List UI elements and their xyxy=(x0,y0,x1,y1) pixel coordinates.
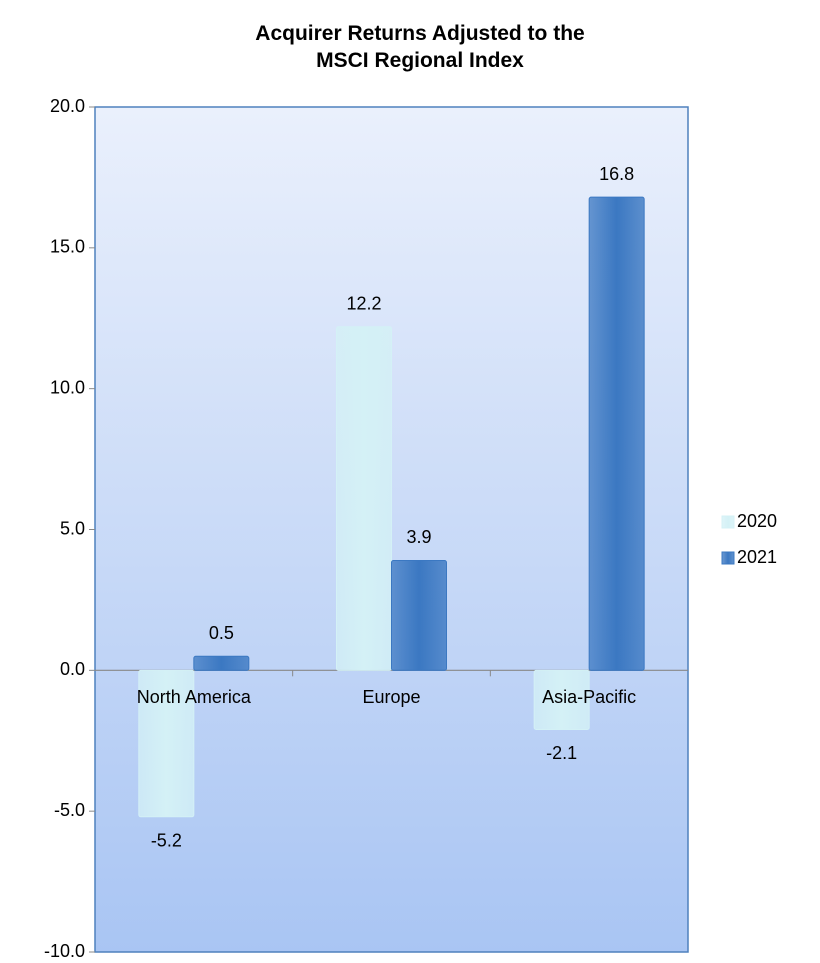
chart-title: Acquirer Returns Adjusted to the MSCI Re… xyxy=(255,22,585,72)
y-tick-label: 10.0 xyxy=(50,377,85,397)
y-tick-label: 0.0 xyxy=(60,659,85,679)
legend-swatch xyxy=(721,551,735,565)
legend-label: 2021 xyxy=(737,547,777,567)
y-tick-label: 20.0 xyxy=(50,96,85,116)
x-tick-label: Asia-Pacific xyxy=(542,687,636,707)
bar xyxy=(588,196,645,671)
data-label: 16.8 xyxy=(599,164,634,184)
data-label: -2.1 xyxy=(546,743,577,763)
legend-label: 2020 xyxy=(737,511,777,531)
data-label: 0.5 xyxy=(209,623,234,643)
data-label: 12.2 xyxy=(346,293,381,313)
y-tick-label: 15.0 xyxy=(50,237,85,257)
bar xyxy=(193,655,250,671)
data-label: -5.2 xyxy=(151,831,182,851)
bar xyxy=(391,559,447,671)
x-tick-label: North America xyxy=(137,687,252,707)
data-label: 3.9 xyxy=(406,527,431,547)
bar xyxy=(336,326,392,671)
y-tick-label: 5.0 xyxy=(60,518,85,538)
y-tick-label: -5.0 xyxy=(54,800,85,820)
x-tick-label: Europe xyxy=(362,687,420,707)
bar xyxy=(138,669,195,818)
y-tick-label: -10.0 xyxy=(44,941,85,961)
legend-swatch xyxy=(721,515,735,529)
bar xyxy=(533,669,590,730)
